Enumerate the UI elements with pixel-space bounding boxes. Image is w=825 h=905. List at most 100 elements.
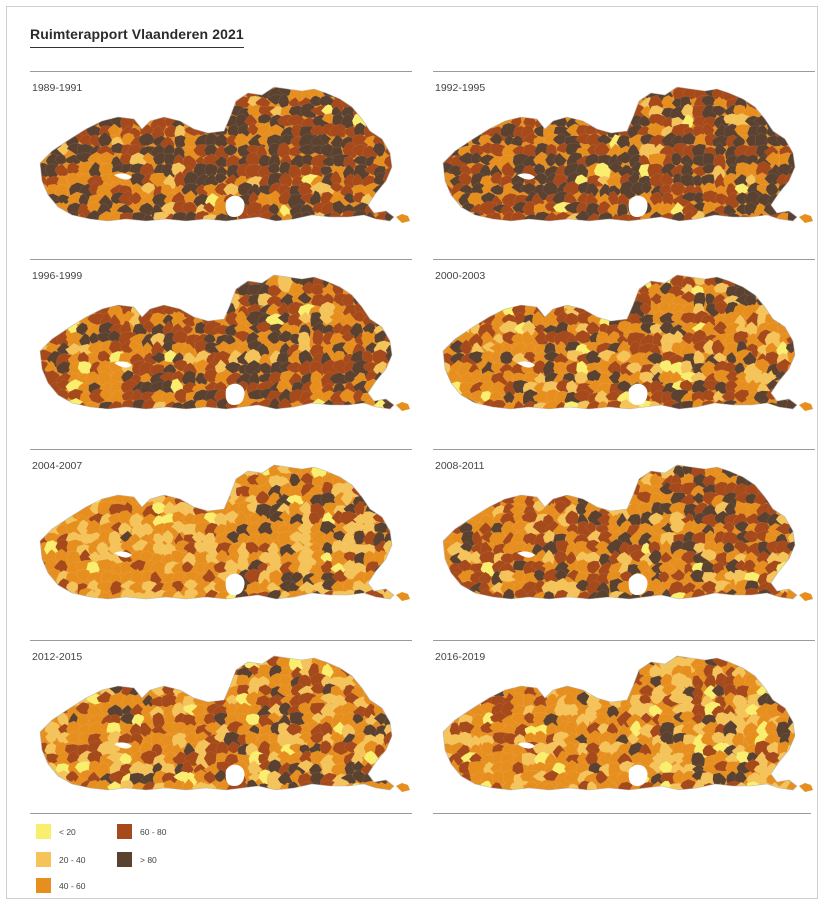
municipality-cell [150,95,165,114]
map-panel-1996-1999: 1996-1999 [30,259,412,447]
municipality-cell [214,155,229,168]
municipality-cell [89,483,106,498]
municipality-cell [744,87,760,99]
municipality-cell [457,126,475,142]
municipality-cell [467,114,484,129]
municipality-cell [584,521,597,534]
municipality-cell [459,665,475,680]
municipality-cells [443,87,797,221]
municipality-cell [443,780,454,790]
municipality-cell [574,672,589,689]
municipality-cell [789,115,797,127]
municipality-cell [373,472,393,490]
municipality-cell [181,183,200,198]
legend-swatch [36,852,51,867]
municipality-cell [732,673,746,688]
municipality-cell [131,275,144,286]
municipality-cell [523,712,536,724]
municipality-cell [733,465,753,476]
municipality-cell [637,734,651,747]
municipality-cell [204,483,221,499]
municipality-cell [109,275,126,291]
municipality-cell [68,672,86,685]
municipality-cell [40,203,53,216]
municipality-cell [384,94,394,112]
municipality-cell [711,684,726,698]
municipality-cell [320,559,333,575]
municipality-cell [617,656,636,669]
municipality-cell [596,133,613,146]
municipality-cell [109,381,124,393]
municipality-cell [491,321,504,336]
municipality-cell [513,481,527,496]
municipality-cell [564,312,580,328]
municipality-cell [649,691,664,705]
municipality-cell [448,675,466,692]
municipality-cell [459,87,479,100]
municipality-cell [638,693,653,706]
municipality-cell [450,533,463,545]
municipality-cell [608,492,622,506]
municipality-cell [364,713,379,726]
municipality-cell [141,694,155,709]
municipality-cell [215,114,228,129]
municipality-cell [532,282,552,300]
municipality-cell [173,663,190,675]
municipality-cell [689,569,705,583]
municipality-cell [45,693,60,705]
municipality-cell [489,87,504,103]
municipality-cell [533,656,551,671]
municipality-cells [443,275,797,409]
municipality-cell [533,681,548,694]
municipality-cell [350,87,367,100]
municipality-cell [185,674,199,692]
municipality-cell [481,275,499,285]
municipality-cell [542,529,557,543]
municipality-cell [384,675,394,688]
municipality-cell [371,666,384,680]
municipality-cell [160,588,178,599]
municipality-cell [585,400,604,409]
municipality-cell [130,568,146,584]
municipality-cell [499,484,516,498]
municipality-cell [776,481,792,500]
municipality-cell [78,675,94,691]
municipality-cell [480,741,497,756]
municipality-cell [56,490,72,508]
legend-label: 60 - 80 [140,827,167,837]
municipality-cell [184,210,199,221]
municipality-cell [521,96,540,111]
municipality-cell [163,96,178,112]
municipality-cell [66,465,82,482]
municipality-cell [375,684,392,703]
municipality-cell [287,580,301,592]
municipality-cell [203,770,218,785]
region-outline [39,86,395,222]
municipality-cell [576,590,595,599]
municipality-cell [786,104,797,119]
municipality-cell [519,769,539,783]
municipality-cell [533,666,549,681]
municipality-cell [118,664,132,683]
municipality-cell [443,331,455,347]
municipality-cell [640,180,653,194]
municipality-cell [233,560,249,572]
municipality-cell [790,472,797,484]
municipality-cell [443,484,452,498]
municipality-cell [609,473,626,488]
municipality-cell [512,282,530,300]
municipality-cell [40,761,49,775]
municipality-cell [183,291,199,306]
municipality-cell [215,94,233,109]
legend-swatch [36,824,51,839]
municipality-cell [765,151,781,167]
municipality-cell [119,474,135,489]
municipality-cell [98,87,113,106]
municipality-cell [524,281,541,295]
municipality-cell [100,482,115,496]
municipality-cell [552,465,571,478]
municipality-cell [542,87,556,102]
municipality-cell [329,182,344,193]
municipality-cell [573,483,592,498]
municipality-cell [555,673,571,688]
